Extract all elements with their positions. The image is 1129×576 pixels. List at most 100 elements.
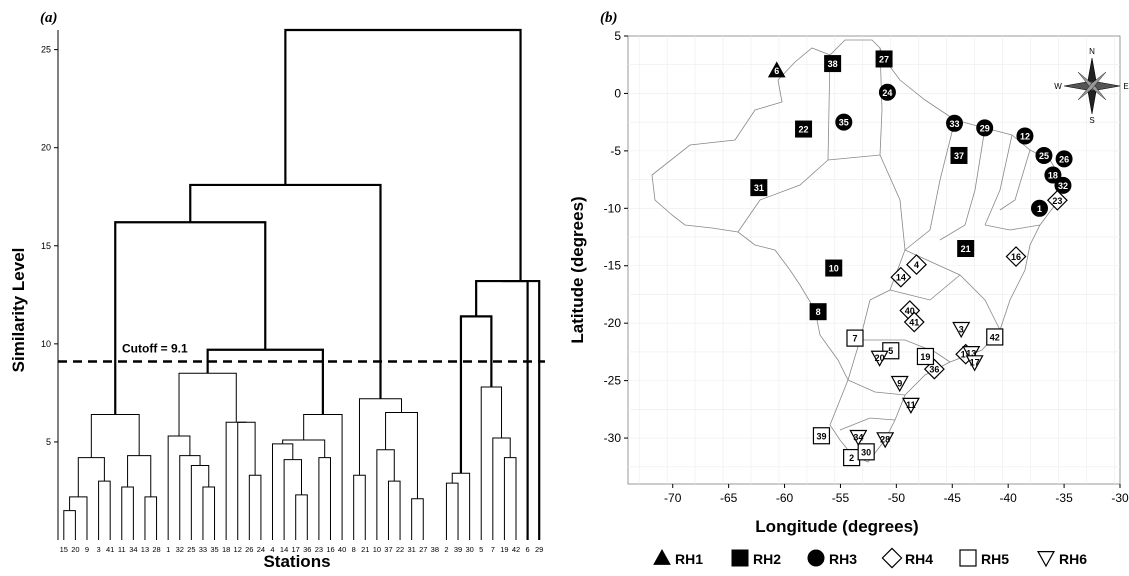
dendrogram-link [167,435,191,540]
station-marker: 18 [1044,166,1062,184]
station-marker: 25 [1035,146,1053,164]
station-symbol [825,259,843,277]
leaf-label: 23 [315,545,323,554]
station-symbol [946,114,964,132]
x-tick-label: -60 [776,491,794,505]
station-symbol [976,119,994,137]
station-marker: 41 [903,311,925,333]
station-symbol [767,61,786,78]
station-marker: 14 [890,266,912,288]
station-label: 22 [799,125,809,135]
dendrogram-link [503,457,517,540]
leaf-label: 14 [280,545,288,554]
x-tick-label: -35 [1055,491,1073,505]
station-marker: 31 [750,179,768,197]
legend-item: RH6 [1036,550,1087,568]
station-symbol [923,358,945,380]
station-marker: 9 [890,375,909,393]
leaf-label: 21 [361,545,369,554]
legend-item: RH3 [807,549,857,567]
station-symbol [952,321,971,339]
station-symbol [876,432,895,449]
compass-letter: E [1123,82,1128,91]
dendrogram-link [114,221,267,415]
station-label: 31 [754,183,764,193]
dendrogram-link [237,421,256,540]
station-label: 5 [888,346,893,356]
dendrogram-link [283,459,302,540]
dendrogram-y-label: Similarity Level [9,248,28,373]
station-label: 11 [906,400,916,410]
leaf-label: 24 [257,545,265,554]
station-marker: 8 [809,303,827,321]
dendrogram-link [144,496,158,540]
compass-letter: N [1089,47,1095,56]
compass-rose: N S E W [1054,47,1128,125]
station-marker: 42 [986,328,1004,346]
dendrogram-link [77,457,105,497]
station-marker: 19 [916,347,935,366]
dendrogram-leaf-labels: 15 20 9 3 41 11 34 13 28 1 32 25 33 35 18 12 26 24 4 14 17 36… [60,545,544,554]
dendrogram-link [480,386,503,540]
station-marker: 38 [824,55,842,73]
dendrogram-link [121,486,134,540]
station-symbol [950,146,968,164]
y-tick-label: -30 [604,431,622,445]
leaf-label: 29 [535,545,543,554]
leaf-label: 38 [431,545,439,554]
station-marker: 34 [849,429,868,447]
station-symbol [957,240,975,258]
compass-letter: W [1054,82,1062,91]
station-label: 7 [852,334,857,344]
y-tick-label: -15 [604,259,622,273]
station-marker: 33 [946,114,964,132]
leaf-label: 19 [500,545,508,554]
station-symbol [901,397,920,414]
station-label: 20 [875,353,885,363]
dendrogram-link [475,279,529,540]
station-marker: 37 [950,146,968,164]
dendrogram-tree [63,28,541,540]
station-symbol [870,350,889,367]
dendrogram-link [272,443,294,540]
leaf-label: 41 [106,545,114,554]
station-label: 40 [905,306,915,316]
dendrogram-x-label: Stations [263,552,330,571]
dendrogram-link [178,372,237,437]
station-marker: 22 [795,120,813,138]
dendrogram-link [127,455,152,497]
y-tick-label: 5 [46,437,51,447]
leaf-label: 25 [187,545,195,554]
leaf-label: 15 [60,545,68,554]
y-tick-label: -20 [604,316,622,330]
leaf-label: 1 [166,545,170,554]
dendrogram-link [459,315,493,474]
station-marker: 20 [870,350,889,367]
leaf-label: 9 [85,545,89,554]
dendrogram-link [206,348,324,415]
station-marker: 30 [857,443,875,461]
leaf-label: 18 [222,545,230,554]
leaf-label: 40 [338,545,346,554]
y-tick-label: 20 [41,143,51,153]
station-label: 27 [879,54,889,64]
station-marker: 21 [957,240,975,258]
legend-item: RH5 [959,549,1009,567]
dendrogram-link [376,449,395,540]
x-tick-label: -30 [1111,491,1129,505]
station-marker: 35 [835,113,853,131]
station-label: 41 [909,318,919,328]
station-marker: 10 [825,259,843,277]
station-symbol [878,83,896,101]
legend-symbol [1036,550,1056,568]
dendrogram-link [492,437,511,540]
station-marker: 28 [876,432,895,449]
dendrogram-link [63,510,76,540]
legend-item: RH4 [881,547,933,569]
station-label: 25 [1039,151,1049,161]
station-marker: 23 [1046,189,1068,211]
station-label: 16 [1011,252,1021,262]
map-x-label: Longitude (degrees) [755,517,918,536]
leaf-label: 39 [454,545,462,554]
station-label: 26 [1059,154,1069,164]
